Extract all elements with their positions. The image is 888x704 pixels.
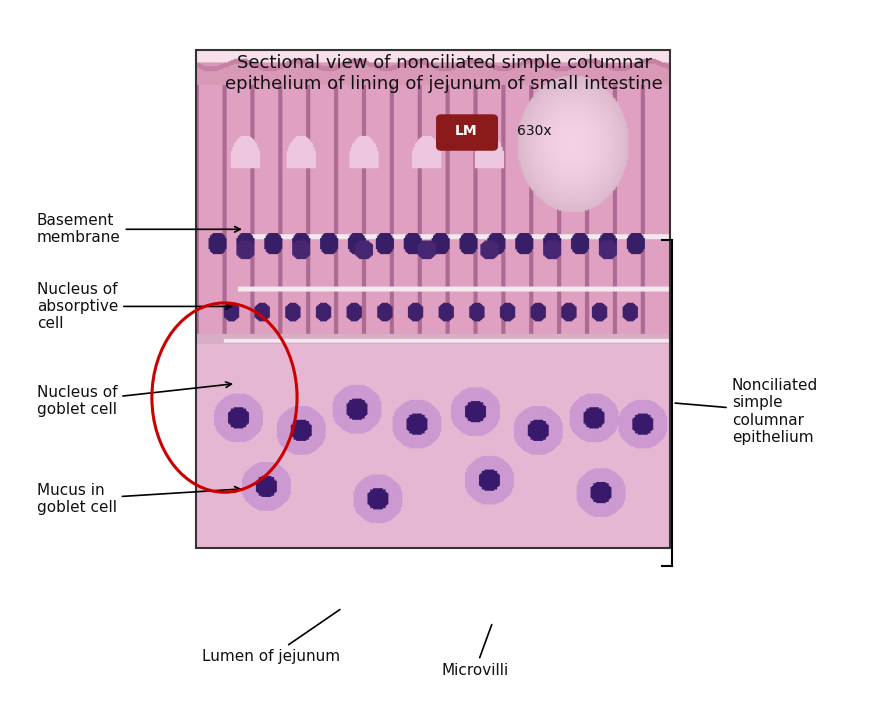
Text: Mucus in
goblet cell: Mucus in goblet cell (36, 483, 240, 515)
Text: LM: LM (455, 124, 478, 138)
Text: Lumen of jejunum: Lumen of jejunum (202, 610, 340, 664)
Text: Nonciliated
simple
columnar
epithelium: Nonciliated simple columnar epithelium (675, 378, 818, 445)
Text: Nucleus of
absorptive
cell: Nucleus of absorptive cell (36, 282, 232, 332)
Text: Sectional view of nonciliated simple columnar
epithelium of lining of jejunum of: Sectional view of nonciliated simple col… (226, 54, 662, 93)
Text: Nucleus of
goblet cell: Nucleus of goblet cell (36, 382, 232, 417)
FancyBboxPatch shape (436, 114, 498, 151)
Text: Microvilli: Microvilli (441, 624, 509, 678)
Bar (196, 51, 670, 548)
Text: Basement
membrane: Basement membrane (36, 213, 240, 246)
Text: 630x: 630x (518, 124, 552, 138)
